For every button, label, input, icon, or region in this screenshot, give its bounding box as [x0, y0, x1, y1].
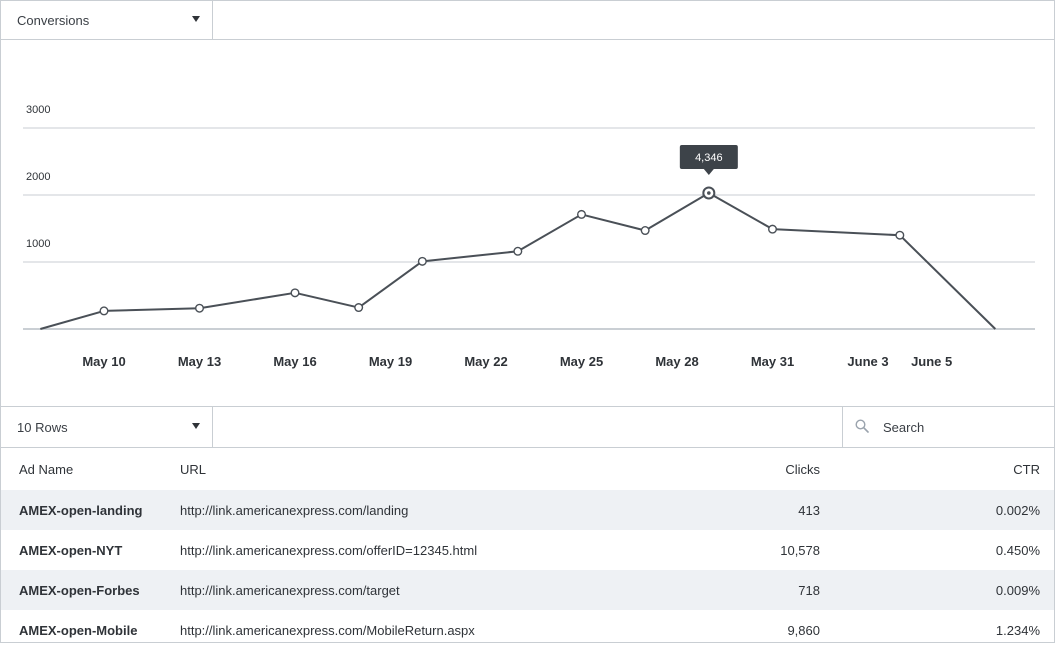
- rows-per-page-value: 10 Rows: [17, 419, 68, 435]
- ctr-cell: 1.234%: [995, 622, 1040, 638]
- data-point[interactable]: [354, 303, 364, 313]
- x-tick-label: May 19: [369, 354, 412, 369]
- x-tick-label: June 5: [911, 354, 952, 369]
- caret-down-icon: [192, 16, 200, 22]
- column-header-ad-name[interactable]: Ad Name: [19, 461, 74, 477]
- ad-name-cell: AMEX-open-NYT: [19, 542, 123, 558]
- metric-toolbar: Conversions: [1, 1, 1054, 40]
- x-tick-label: June 3: [847, 354, 888, 369]
- tooltip-pointer: [703, 168, 714, 175]
- y-tick-label: 2000: [26, 171, 50, 183]
- search-box: [842, 407, 1054, 447]
- rows-per-page-dropdown[interactable]: 10 Rows: [1, 407, 213, 447]
- ad-name-cell: AMEX-open-Mobile: [19, 622, 138, 638]
- tooltip-box: [679, 144, 738, 169]
- table-row[interactable]: AMEX-open-Forbes http://link.americanexp…: [1, 570, 1054, 610]
- x-tick-label: May 10: [82, 354, 125, 369]
- data-point-center: [707, 191, 711, 195]
- clicks-cell: 9,860: [787, 622, 820, 638]
- metric-dropdown[interactable]: Conversions: [1, 1, 213, 39]
- column-header-ctr[interactable]: CTR: [1013, 461, 1040, 477]
- tooltip-value: 4,346: [695, 152, 723, 164]
- data-point[interactable]: [768, 224, 778, 234]
- x-tick-label: May 25: [560, 354, 603, 369]
- ad-name-cell: AMEX-open-landing: [19, 502, 143, 518]
- data-point[interactable]: [194, 303, 204, 313]
- series-line: [40, 191, 997, 330]
- x-tick-label: May 28: [655, 354, 698, 369]
- clicks-cell: 10,578: [780, 542, 820, 558]
- clicks-cell: 718: [798, 582, 820, 598]
- ads-table: Ad Name URL Clicks CTR AMEX-open-landing…: [1, 448, 1054, 650]
- column-header-clicks[interactable]: Clicks: [785, 461, 820, 477]
- clicks-cell: 413: [798, 502, 820, 518]
- data-point[interactable]: [895, 230, 905, 240]
- y-tick-label: 1000: [26, 238, 50, 250]
- search-input[interactable]: [883, 417, 1043, 437]
- metric-dropdown-value: Conversions: [17, 12, 90, 28]
- data-point[interactable]: [513, 246, 523, 256]
- url-cell[interactable]: http://link.americanexpress.com/MobileRe…: [180, 622, 475, 638]
- url-cell[interactable]: http://link.americanexpress.com/target: [180, 582, 400, 598]
- table-row[interactable]: AMEX-open-Mobile http://link.americanexp…: [1, 610, 1054, 650]
- line-chart-svg: 1000 2000 3000 May 10 May 13 May 16 May 19 May …: [23, 104, 1035, 369]
- x-tick-label: May 16: [273, 354, 316, 369]
- line-chart: 1000 2000 3000 May 10 May 13 May 16 May 19 May …: [1, 40, 1054, 406]
- ctr-cell: 0.009%: [995, 582, 1040, 598]
- url-cell[interactable]: http://link.americanexpress.com/offerID=…: [180, 542, 478, 558]
- y-tick-label: 3000: [26, 104, 50, 116]
- ad-name-cell: AMEX-open-Forbes: [19, 582, 140, 598]
- ctr-cell: 0.450%: [995, 542, 1040, 558]
- x-tick-label: May 22: [464, 354, 507, 369]
- x-tick-label: May 13: [178, 354, 221, 369]
- search-icon: [855, 419, 869, 433]
- ctr-cell: 0.002%: [995, 502, 1040, 518]
- data-point[interactable]: [99, 306, 109, 316]
- data-point[interactable]: [417, 256, 427, 266]
- table-controls: 10 Rows: [1, 406, 1054, 448]
- table-header-row: Ad Name URL Clicks CTR: [1, 448, 1054, 490]
- table-row[interactable]: AMEX-open-NYT http://link.americanexpres…: [1, 530, 1054, 570]
- x-tick-label: May 31: [751, 354, 794, 369]
- table-row[interactable]: AMEX-open-landing http://link.americanex…: [1, 490, 1054, 530]
- url-cell[interactable]: http://link.americanexpress.com/landing: [180, 502, 409, 518]
- column-header-url[interactable]: URL: [180, 461, 207, 477]
- data-point[interactable]: [290, 288, 300, 298]
- data-point[interactable]: [577, 209, 587, 219]
- caret-down-icon: [192, 423, 200, 429]
- data-point[interactable]: [640, 226, 650, 236]
